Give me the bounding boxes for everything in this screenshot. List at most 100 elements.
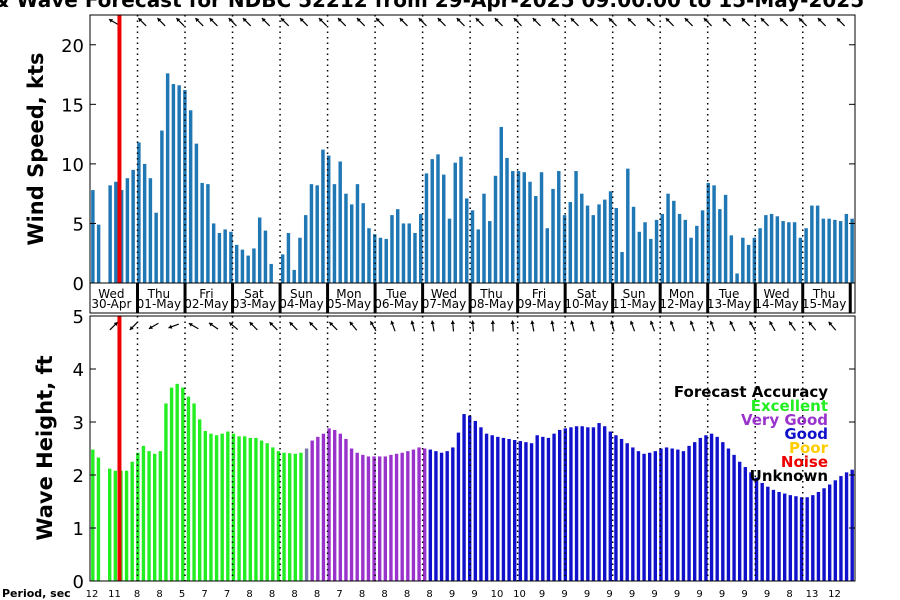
wind-arrow-head — [646, 18, 651, 23]
wind-arrow-head — [798, 18, 803, 23]
period-label: 9 — [719, 589, 725, 600]
wind-bar — [137, 142, 141, 283]
wind-bar — [729, 235, 734, 283]
day-name-label: Wed — [431, 287, 457, 301]
wave-bar — [811, 495, 815, 581]
wave-bar — [760, 482, 764, 581]
wave-bar — [794, 496, 798, 581]
wind-bar — [298, 237, 302, 283]
wave-bar — [456, 432, 461, 581]
wind-bar — [332, 184, 337, 283]
wind-bar — [344, 193, 348, 283]
day-date-label: 01-May — [137, 297, 181, 311]
wave-bar — [558, 429, 562, 581]
wave-bar — [383, 456, 388, 581]
wind-bar — [787, 222, 791, 283]
wind-bar — [672, 200, 676, 283]
wind-bar — [154, 212, 158, 283]
wind-arrow-head — [684, 18, 689, 23]
wind-bar — [401, 223, 406, 283]
period-label: 8 — [269, 589, 275, 600]
legend-entry: Good — [784, 425, 828, 443]
wave-arrow-head — [309, 322, 314, 327]
wave-direction-arrows — [109, 320, 837, 332]
wave-bar — [276, 451, 281, 581]
period-label: 5 — [179, 589, 185, 600]
wind-arrow-head — [703, 18, 708, 23]
wave-arrow-head — [470, 320, 475, 325]
day-name-label: Thu — [479, 287, 503, 301]
wind-bar — [470, 210, 475, 283]
day-name-label: Sat — [577, 287, 597, 301]
day-date-label: 04-May — [279, 297, 323, 311]
wind-bar — [660, 213, 665, 283]
wind-bar — [229, 231, 233, 283]
wind-arrow-head — [399, 18, 404, 23]
wind-bar — [827, 218, 831, 283]
wind-bar — [706, 182, 711, 283]
day-date-label: 05-May — [327, 297, 371, 311]
wave-bar — [496, 436, 500, 581]
wind-bar — [286, 232, 291, 283]
wind-bar — [234, 244, 239, 283]
wind-bar — [608, 191, 613, 283]
wave-bar — [563, 428, 568, 581]
wave-arrow-head — [229, 322, 234, 327]
wave-bar — [164, 403, 168, 581]
wave-bar — [766, 486, 770, 581]
wind-bar — [349, 204, 354, 283]
period-label: 9 — [629, 589, 635, 600]
wind-bar — [505, 157, 509, 283]
wind-bar — [792, 222, 797, 283]
period-label: 8 — [291, 589, 297, 600]
wave-bar — [597, 423, 601, 581]
wave-bar — [366, 456, 371, 581]
wave-bar — [586, 427, 590, 581]
wind-bar — [114, 181, 118, 283]
wind-bar — [194, 143, 199, 283]
wind-arrow-head — [299, 18, 304, 23]
wind-bar — [746, 244, 751, 283]
wave-bar — [507, 438, 511, 581]
wind-bar — [568, 202, 573, 283]
wind-bar — [177, 85, 181, 283]
wave-bar — [490, 435, 494, 581]
wind-bar — [188, 110, 193, 283]
wave-bar — [822, 488, 826, 581]
legend-title: Forecast Accuracy — [674, 383, 828, 401]
wave-bar — [518, 441, 523, 581]
wind-bar — [620, 252, 624, 283]
wave-bar — [439, 452, 444, 581]
period-label: 9 — [561, 589, 567, 600]
wave-bar — [541, 436, 545, 581]
wave-bar — [726, 448, 731, 581]
wind-bar — [171, 84, 176, 283]
wave-bar — [214, 435, 219, 581]
wave-bar — [310, 440, 314, 581]
wave-arrow-head — [410, 320, 415, 325]
wave-arrow-head — [590, 320, 595, 325]
wave-bar — [501, 437, 506, 581]
wind-bar — [844, 213, 849, 283]
wave-bar — [552, 433, 556, 581]
wave-bar — [648, 452, 652, 581]
day-name-label: Thu — [812, 287, 836, 301]
wind-bar — [488, 221, 492, 283]
wind-bar — [499, 126, 503, 284]
wave-bar — [462, 414, 466, 581]
wave-bar — [394, 453, 399, 581]
period-label: 9 — [584, 589, 590, 600]
wave-bar — [372, 456, 376, 581]
wave-bar — [524, 442, 528, 581]
wind-bar — [585, 205, 590, 283]
wind-arrow-head — [337, 18, 342, 23]
wave-arrow-head — [269, 322, 274, 327]
wave-bar — [327, 428, 331, 581]
period-label: 8 — [134, 589, 140, 600]
wave-bar — [338, 433, 343, 581]
wave-bar — [681, 451, 686, 581]
wave-bar — [333, 429, 337, 581]
wave-bar — [304, 448, 309, 581]
wind-bar — [614, 207, 619, 283]
